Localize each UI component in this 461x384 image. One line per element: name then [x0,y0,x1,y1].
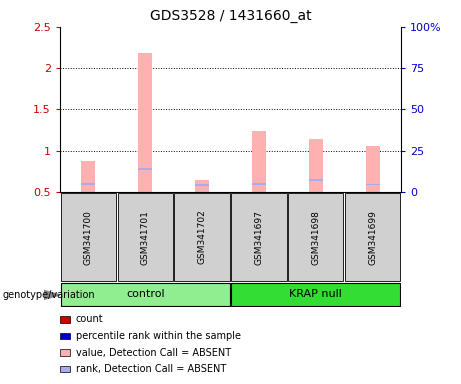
Bar [231,283,400,306]
Bar [345,193,400,281]
Bar [252,183,266,185]
Bar [288,193,343,281]
Text: percentile rank within the sample: percentile rank within the sample [76,331,241,341]
Text: control: control [126,289,165,299]
Text: rank, Detection Call = ABSENT: rank, Detection Call = ABSENT [76,364,226,374]
Bar [61,193,116,281]
Bar [252,131,266,192]
Bar [175,193,230,281]
Bar [61,283,230,306]
Text: GSM341700: GSM341700 [84,210,93,265]
Bar [195,180,209,192]
Text: GSM341698: GSM341698 [311,210,320,265]
Text: GSM341701: GSM341701 [141,210,150,265]
Bar [118,193,173,281]
Bar [138,53,152,192]
Bar [81,161,95,192]
Polygon shape [44,290,60,300]
Bar [138,168,152,170]
Bar [309,179,323,181]
Bar [195,184,209,186]
Text: KRAP null: KRAP null [290,289,342,299]
Bar [366,146,380,192]
Bar [366,184,380,185]
Text: GSM341697: GSM341697 [254,210,263,265]
Text: genotype/variation: genotype/variation [2,290,95,300]
Bar [309,139,323,192]
Text: value, Detection Call = ABSENT: value, Detection Call = ABSENT [76,348,230,358]
Text: GSM341702: GSM341702 [198,210,207,265]
Text: count: count [76,314,103,324]
Title: GDS3528 / 1431660_at: GDS3528 / 1431660_at [150,9,311,23]
Text: GSM341699: GSM341699 [368,210,377,265]
Bar [81,183,95,185]
Bar [231,193,286,281]
